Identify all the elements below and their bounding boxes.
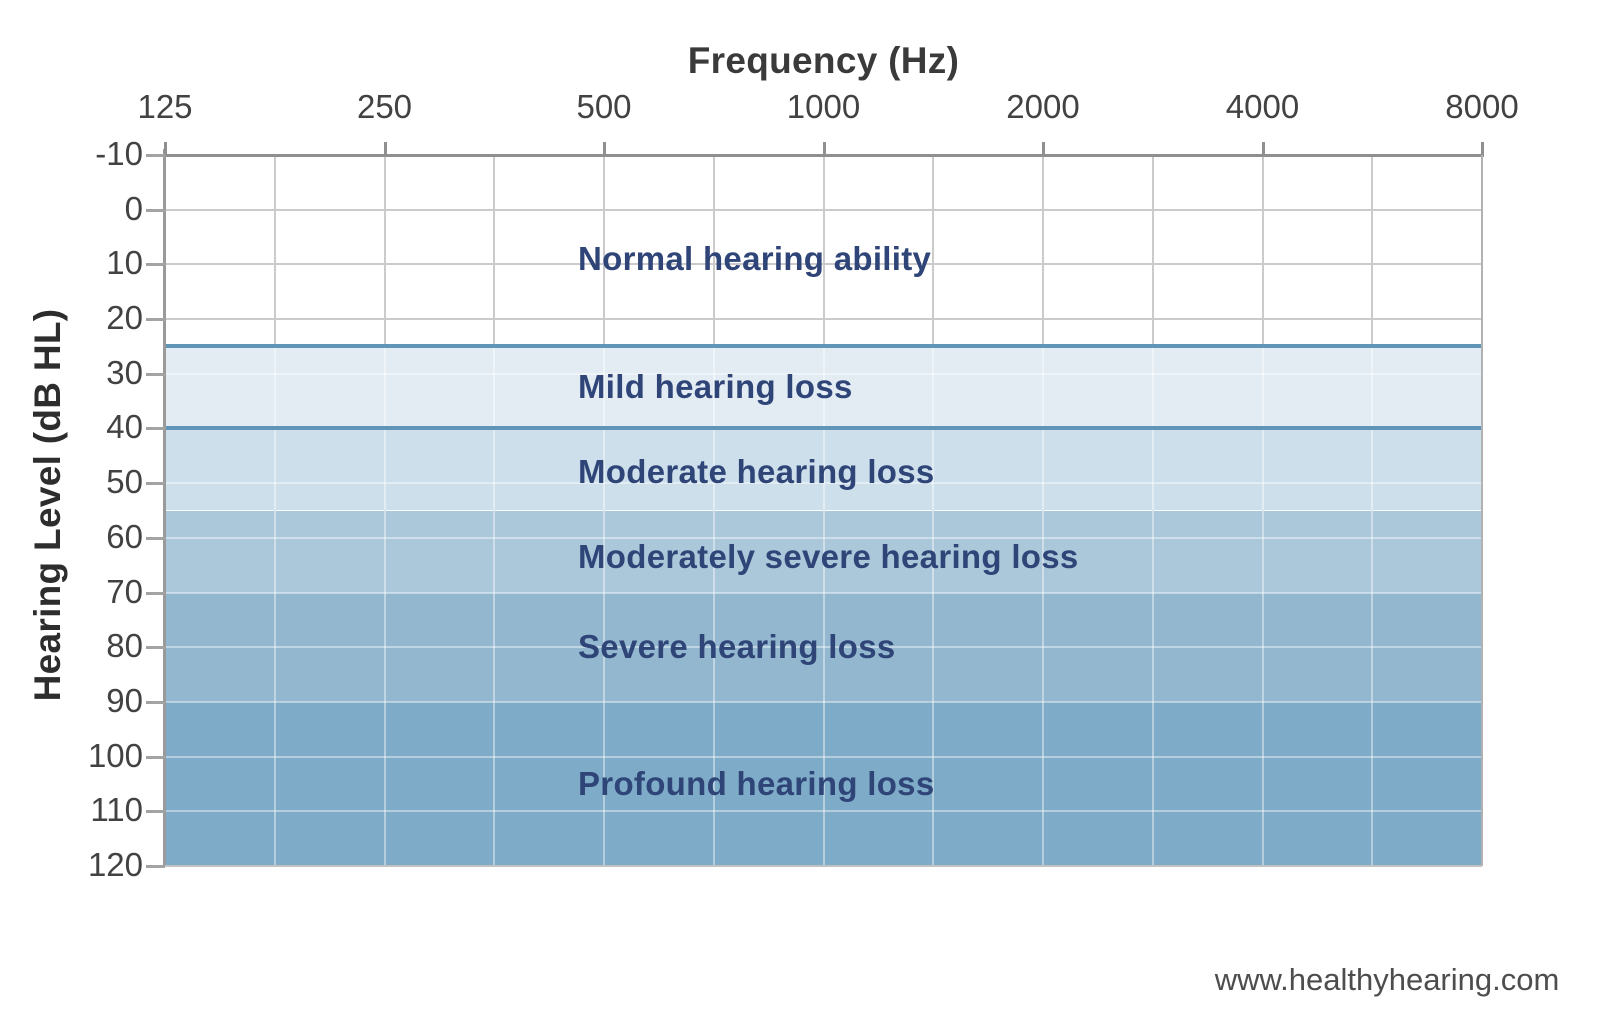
- severity-band: [165, 701, 1482, 866]
- y-tick-label: 110: [90, 791, 143, 829]
- x-axis-tick: [1042, 142, 1045, 155]
- y-gridline-overlay: [165, 755, 1482, 758]
- y-axis-tick: [146, 865, 165, 868]
- x-gridline-overlay: [1151, 346, 1154, 866]
- y-gridline-overlay: [165, 482, 1482, 485]
- x-tick-label: 250: [356, 88, 413, 125]
- y-tick-label: 100: [87, 736, 143, 774]
- y-tick-label: 60: [106, 518, 143, 556]
- y-tick-label: 10: [106, 244, 143, 282]
- y-axis-tick: [146, 318, 165, 322]
- y-axis-tick: [146, 591, 165, 595]
- y-tick-label: 30: [106, 354, 143, 392]
- plot-bottom-border: [165, 865, 1482, 867]
- y-tick-label: 80: [106, 627, 143, 665]
- y-axis-tick: [146, 755, 165, 759]
- severity-band: [165, 510, 1482, 593]
- x-axis-tick: [822, 142, 826, 155]
- y-axis-tick: [146, 372, 165, 376]
- severity-band: [165, 428, 1482, 511]
- y-gridline: [165, 208, 1482, 211]
- severity-band: [165, 346, 1482, 429]
- y-gridline-overlay: [165, 536, 1482, 539]
- y-tick-label: 20: [106, 299, 143, 337]
- x-gridline-overlay: [603, 346, 605, 866]
- x-tick-label: 500: [576, 88, 632, 125]
- x-axis-line: [163, 154, 1484, 157]
- x-tick-label: 1000: [786, 88, 861, 125]
- x-tick-label: 125: [137, 88, 193, 125]
- y-axis-tick: [146, 427, 165, 431]
- x-gridline-overlay: [493, 346, 496, 866]
- y-tick-label: 70: [106, 572, 143, 610]
- y-gridline-overlay: [165, 810, 1482, 813]
- plot-area: Normal hearing ability Mild hearing loss M…: [146, 142, 1484, 868]
- y-gridline-overlay: [165, 700, 1482, 703]
- x-tick-label: 2000: [1006, 88, 1080, 125]
- y-gridline: [165, 318, 1482, 321]
- band-boundary-line: [165, 426, 1482, 431]
- y-tick-label: 40: [106, 408, 143, 446]
- y-gridline-overlay: [165, 372, 1482, 375]
- x-gridline-overlay: [383, 346, 386, 866]
- y-tick-label: 50: [106, 463, 143, 501]
- x-tick-label: 8000: [1445, 88, 1519, 125]
- x-gridline-overlay: [1042, 346, 1044, 866]
- x-axis-tick: [1481, 142, 1484, 155]
- band-label-profound-hearing: Profound hearing loss: [578, 764, 935, 802]
- y-axis-tick: [146, 208, 165, 212]
- x-axis-title: Frequency (Hz): [687, 40, 960, 81]
- x-gridline-overlay: [822, 346, 825, 866]
- x-axis-tick: [603, 142, 606, 155]
- x-tick-label: 4000: [1225, 88, 1300, 125]
- x-gridline-overlay: [273, 346, 276, 866]
- watermark-url: www.healthyhearing.com: [1214, 962, 1560, 997]
- x-axis-tick: [383, 142, 387, 155]
- y-axis-tick: [146, 263, 165, 267]
- x-gridline-overlay: [932, 346, 935, 866]
- y-gridline-overlay: [165, 591, 1482, 594]
- y-tick-label: -10: [95, 135, 143, 173]
- y-gridline-overlay: [165, 646, 1482, 649]
- y-tick-label: 90: [106, 682, 143, 720]
- y-tick-label: 0: [124, 189, 143, 227]
- x-axis-tick: [1261, 142, 1265, 155]
- y-tick-label: 120: [87, 846, 143, 884]
- y-gridline: [165, 263, 1482, 266]
- plot-right-border: [1481, 155, 1483, 866]
- y-axis-tick: [146, 810, 165, 814]
- y-axis-tick: [146, 700, 165, 704]
- x-gridline-overlay: [1371, 346, 1374, 866]
- y-axis-line: [163, 149, 166, 866]
- band-label-mild-hearing: Mild hearing loss: [578, 368, 853, 406]
- y-axis-tick: [146, 646, 165, 650]
- band-boundary-line: [165, 344, 1482, 349]
- band-label-moderately-severe: Moderately severe hearing loss: [578, 537, 1079, 575]
- y-axis-tick: [146, 482, 165, 486]
- x-axis-tick: [164, 142, 167, 155]
- y-axis-tick: [146, 154, 165, 157]
- x-gridline-overlay: [1261, 346, 1264, 866]
- y-axis-tick: [146, 536, 165, 540]
- band-label-moderate-hearing: Moderate hearing loss: [578, 453, 935, 491]
- x-gridline-overlay: [712, 346, 715, 866]
- band-label-severe-hearing: Severe hearing loss: [578, 628, 896, 666]
- severity-band: [165, 592, 1482, 702]
- band-label-normal-hearing: Normal hearing ability: [578, 239, 932, 277]
